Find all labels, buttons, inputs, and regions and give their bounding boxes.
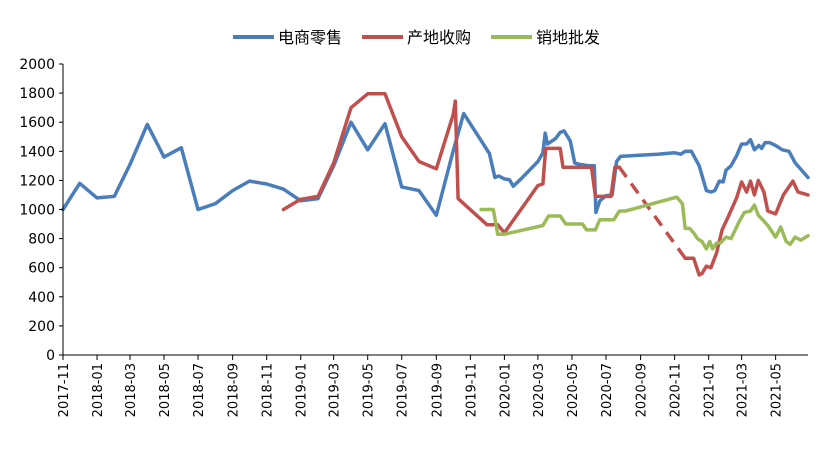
y-tick-label: 1800 (19, 86, 55, 102)
x-tick-label: 2020-09 (635, 363, 650, 417)
series-1 (61, 111, 810, 218)
series-line-solid (281, 92, 622, 235)
x-tick-label: 2018-11 (261, 363, 276, 417)
x-tick-label: 2019-03 (328, 363, 343, 417)
legend-item: 电商零售 (233, 28, 342, 47)
x-tick-label: 2020-11 (669, 363, 684, 417)
y-tick-label: 800 (28, 232, 55, 248)
y-tick-label: 2000 (19, 57, 55, 73)
y-tick-label: 1600 (19, 115, 55, 131)
x-tick-label: 2018-03 (124, 363, 139, 417)
y-tick-label: 600 (28, 261, 55, 277)
y-tick-label: 200 (28, 319, 55, 335)
x-tick-label: 2019-09 (430, 363, 445, 417)
y-tick-label: 1200 (19, 173, 55, 189)
x-tick-label: 2021-05 (770, 363, 785, 417)
x-tick-label: 2018-01 (91, 363, 106, 417)
x-tick-label: 2019-07 (396, 363, 411, 417)
y-tick-label: 1000 (19, 203, 55, 219)
series-line (479, 195, 810, 251)
series-line-dashed (617, 166, 687, 260)
x-tick-label: 2018-09 (227, 363, 242, 417)
x-tick-label: 2018-07 (192, 363, 207, 417)
x-tick-label: 2020-07 (600, 363, 615, 417)
y-tick-label: 1400 (19, 144, 55, 160)
y-tick-label: 400 (28, 290, 55, 306)
x-tick-label: 2020-01 (498, 363, 513, 417)
legend-label: 销地批发 (536, 28, 600, 47)
y-tick-label: 0 (46, 348, 55, 364)
legend-label: 电商零售 (278, 28, 342, 47)
x-tick-label: 2020-05 (566, 363, 581, 417)
series-line (61, 111, 810, 218)
series-3 (479, 195, 810, 251)
series-2 (281, 92, 810, 277)
x-tick-label: 2019-05 (362, 363, 377, 417)
legend-item: 销地批发 (491, 28, 600, 47)
x-tick-label: 2019-01 (295, 363, 310, 417)
x-tick-label: 2021-03 (736, 363, 751, 417)
x-tick-label: 2021-01 (703, 363, 718, 417)
x-tick-label: 2019-11 (464, 363, 479, 417)
legend-label: 产地收购 (407, 28, 471, 47)
x-tick-label: 2018-05 (158, 363, 173, 417)
series-line-solid (683, 178, 810, 277)
legend: 电商零售 产地收购 销地批发 (233, 28, 600, 47)
legend-item: 产地收购 (362, 28, 471, 47)
x-tick-label: 2017-11 (57, 363, 72, 417)
series-layer (61, 92, 810, 277)
x-tick-label: 2020-03 (532, 363, 547, 417)
axes: 0 200 400 600 800 1000 1200 1400 1600 1800 2000 201… (19, 57, 808, 417)
